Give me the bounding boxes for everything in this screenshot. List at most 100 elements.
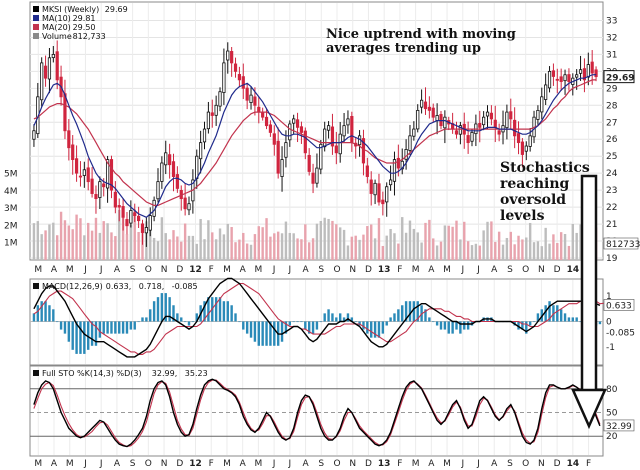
macd-histogram-bar xyxy=(525,321,528,334)
macd-histogram-bar xyxy=(52,309,55,322)
macd-histogram-bar xyxy=(315,321,319,330)
price-tick-label: 29 xyxy=(606,84,618,94)
price-legend-value: 29.50 xyxy=(73,23,96,32)
volume-bar xyxy=(234,242,237,260)
volume-bar xyxy=(230,227,233,260)
price-candle-body xyxy=(222,62,226,93)
volume-bar xyxy=(443,225,447,260)
volume-bar xyxy=(48,224,51,260)
macd-histogram-bar xyxy=(435,321,439,326)
price-x-tick-label: A xyxy=(491,265,498,275)
macd-histogram-bar xyxy=(176,313,179,322)
macd-histogram-bar xyxy=(536,313,540,322)
price-candle-body xyxy=(164,152,168,166)
volume-bar xyxy=(335,224,338,260)
macd-histogram-bar xyxy=(567,317,571,322)
volume-bar xyxy=(94,217,98,260)
price-candle-body xyxy=(261,111,265,118)
price-candle-body xyxy=(168,154,172,166)
volume-bar xyxy=(160,217,164,260)
price-candle-body xyxy=(78,175,83,178)
price-candle-body xyxy=(423,101,428,110)
volume-bar xyxy=(249,244,253,260)
volume-bar xyxy=(87,222,90,260)
macd-histogram-bar xyxy=(222,301,226,322)
price-candle-body xyxy=(551,70,556,77)
price-candle-body xyxy=(226,50,230,61)
volume-bar xyxy=(397,243,400,260)
price-candle-body xyxy=(105,159,110,189)
volume-bar xyxy=(168,239,171,260)
price-x-tick-label: A xyxy=(51,265,58,275)
macd-line xyxy=(33,277,601,358)
sto-x-tick-label: S xyxy=(130,459,136,469)
price-x-tick-label: A xyxy=(114,265,121,275)
price-x-tick-label: D xyxy=(365,265,372,275)
price-x-tick-label: M xyxy=(412,265,420,275)
macd-histogram-bar xyxy=(521,321,524,330)
macd-histogram-bar xyxy=(44,301,47,322)
volume-bar xyxy=(102,221,105,260)
volume-bar xyxy=(257,226,260,260)
macd-histogram-bar xyxy=(129,321,133,330)
macd-histogram-bar xyxy=(207,297,210,322)
volume-bar xyxy=(203,239,206,260)
volume-bar xyxy=(44,230,47,260)
volume-tick-label: 3M xyxy=(4,204,18,214)
sto-x-tick-label: M xyxy=(443,459,451,469)
price-candle-body xyxy=(443,116,447,129)
price-x-tick-label: A xyxy=(240,265,247,275)
macd-histogram-bar xyxy=(598,321,602,325)
price-candle-body xyxy=(43,65,48,79)
price-candle-body xyxy=(513,119,517,137)
sto-x-tick-label: A xyxy=(51,459,58,469)
macd-histogram-bar xyxy=(335,317,338,322)
macd-histogram-bar xyxy=(141,317,144,322)
sto-x-tick-label: N xyxy=(538,459,545,469)
volume-bar xyxy=(129,224,133,260)
price-candle-body xyxy=(392,159,397,182)
macd-histogram-bar xyxy=(528,321,532,326)
volume-bar xyxy=(52,222,55,260)
macd-histogram-bar xyxy=(214,297,218,322)
volume-bar xyxy=(67,225,71,260)
price-panel-frame xyxy=(29,1,604,261)
volume-bar xyxy=(354,235,357,260)
macd-histogram-bar xyxy=(370,321,373,338)
volume-bar xyxy=(110,232,113,260)
volume-bar xyxy=(412,228,416,260)
volume-bar xyxy=(366,226,369,260)
price-x-tick-label: M xyxy=(255,265,263,275)
price-candle-body xyxy=(90,178,94,194)
volume-bar xyxy=(125,233,129,260)
price-candle-body xyxy=(210,112,214,116)
sto-x-tick-label: J xyxy=(83,459,87,469)
macd-histogram-bar xyxy=(249,321,253,338)
volume-bar xyxy=(300,239,303,260)
price-candle-body xyxy=(307,154,311,172)
volume-bar xyxy=(98,232,102,260)
price-candle-body xyxy=(427,106,431,111)
price-candle-body xyxy=(365,165,369,177)
macd-histogram-bar xyxy=(118,321,121,334)
price-candle-body xyxy=(536,110,540,120)
macd-histogram-bar xyxy=(149,309,152,322)
price-candle-body xyxy=(326,125,331,131)
volume-bar xyxy=(304,224,307,260)
price-candle-body xyxy=(400,160,404,170)
sto-x-tick-label: A xyxy=(240,459,247,469)
volume-bar xyxy=(284,221,288,260)
macd-histogram-bar xyxy=(401,305,404,322)
sto-x-tick-label: A xyxy=(491,459,498,469)
macd-histogram-bar xyxy=(517,321,520,330)
macd-histogram-bar xyxy=(548,301,551,322)
price-x-tick-label: M xyxy=(66,265,74,275)
macd-histogram-bar xyxy=(125,321,129,334)
price-candle-body xyxy=(544,84,548,100)
price-candle-body xyxy=(563,74,567,82)
volume-bar xyxy=(532,242,536,260)
volume-bar xyxy=(214,239,218,260)
volume-bar xyxy=(509,231,512,260)
volume-tick-label: 4M xyxy=(4,187,18,197)
macd-histogram-bar xyxy=(327,309,330,322)
